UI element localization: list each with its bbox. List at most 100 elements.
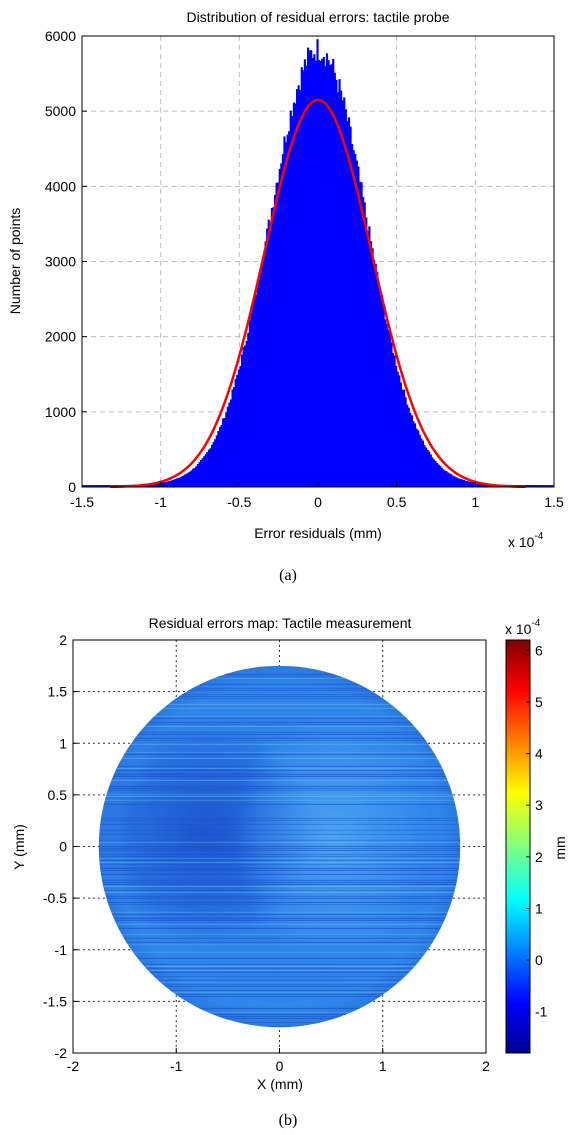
histogram-bar [218,427,222,487]
histogram-bar [327,60,330,487]
scan-stripe [98,693,461,695]
histogram-bar [201,458,204,487]
histogram-bar [343,97,346,487]
histogram-bar [308,50,311,487]
histogram-bar [428,451,431,487]
histogram-bar [244,345,247,487]
histogram-bar [313,54,316,487]
colorbar-tick-label: 0 [535,952,543,968]
scan-stripe [98,969,461,971]
scan-stripe [98,775,461,777]
histogram-bar [104,485,107,487]
histogram-title: Distribution of residual errors: tactile… [186,9,449,25]
histogram-x-ticks: -1.5 -1 -0.5 0 0.5 1 1.5 [70,482,564,510]
scan-stripe [98,819,461,821]
scan-stripe [98,937,461,939]
scan-stripe [98,873,461,875]
histogram-bar [217,431,220,487]
histogram-bar [277,182,280,487]
histogram-bar [280,163,283,487]
map-x-label: X (mm) [257,1076,303,1092]
y-tick-label: 1 [59,735,67,751]
scan-stripe [98,717,461,719]
normal-fit-curve [110,98,526,489]
histogram-bar [465,480,469,487]
histogram-bar [481,483,484,487]
histogram-bar [286,134,289,487]
histogram-bar [255,294,258,487]
histogram-bar [528,485,531,487]
scan-stripe [98,757,461,759]
scan-stripe [98,849,461,851]
x-tick-label: 2 [482,1058,490,1074]
histogram-bar [391,353,395,487]
scan-stripe [98,927,461,929]
map-y-ticks: -2 -1.5 -1 -0.5 0 0.5 1 1.5 2 [43,632,78,1061]
histogram-bar [163,482,166,487]
histogram-bar [187,472,190,487]
scan-stripe [98,767,461,769]
histogram-bar [200,460,203,487]
histogram-bar [368,226,371,487]
histogram-bar [439,465,442,487]
histogram-bar [454,477,458,487]
scan-stripe [98,943,461,945]
scan-stripe [98,823,461,825]
y-tick-label: 1000 [45,404,76,420]
scan-stripe [98,773,461,775]
histogram-bar [108,485,111,487]
scan-stripe [98,687,461,689]
x-tick-label: 1 [471,494,479,510]
scan-stripe [98,839,461,841]
histogram-bar [357,166,360,487]
histogram-bar [472,482,475,487]
histogram-bar [303,59,307,487]
histogram-bar [177,477,181,487]
histogram-bar [401,389,404,487]
histogram-bar [330,64,333,487]
colorbar-tick-label: 4 [535,746,543,762]
histogram-bar [363,202,366,487]
histogram-bar [387,329,390,487]
histogram-bar [413,423,417,487]
histogram-bar [407,407,410,487]
histogram-bar [338,79,341,487]
histogram-bar [222,418,225,487]
y-tick-label: 4000 [45,178,76,194]
histogram-bar [91,485,94,487]
histogram-bar [86,485,89,487]
scan-stripe [98,889,461,891]
histogram-bar [458,478,461,487]
scan-stripe [98,971,461,973]
histogram-bar [220,425,223,487]
histogram-bar [333,72,336,487]
y-tick-label: 0 [59,839,67,855]
scan-stripe [98,933,461,935]
map-panel: Residual errors map: Tactile measurement… [11,615,568,1129]
histogram-bar [258,279,261,487]
histogram-bar [341,100,344,487]
scan-stripe [98,859,461,861]
scan-stripe [98,765,461,767]
scan-stripe [98,867,461,869]
histogram-bar [193,467,196,487]
histogram-bar [365,217,368,487]
histogram-bar [376,271,379,487]
y-tick-label: 2 [59,632,67,648]
histogram-bar [360,182,363,487]
colorbar-multiplier: x 10-4 [505,618,541,637]
histogram-bar [102,485,105,487]
histogram-bar [314,60,318,487]
scan-stripe [98,721,461,723]
scan-stripe [98,901,461,903]
histogram-bar [174,478,177,487]
histogram-bar [105,485,108,487]
scan-stripe [98,799,461,801]
histogram-bar [209,448,212,487]
histogram-bar [429,454,432,487]
histogram-bar [154,483,157,487]
histogram-bar [93,485,96,487]
histogram-bar [426,449,429,487]
scan-stripe [98,785,461,787]
histogram-bar [374,263,377,487]
